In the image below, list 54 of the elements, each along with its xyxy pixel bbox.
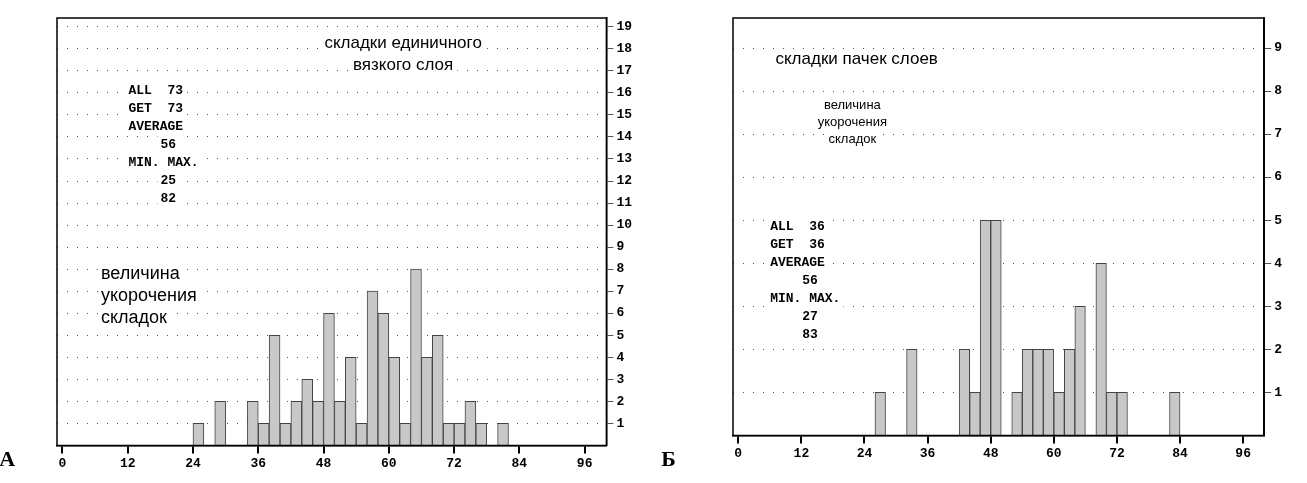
x-tick-label: 48 (982, 446, 999, 462)
x-tick-label: 96 (1235, 446, 1252, 462)
text: А (0, 446, 16, 472)
x-tick-label: 12 (793, 446, 810, 462)
y-tick-label: 14 (616, 129, 633, 145)
y-tick-label: 12 (616, 173, 633, 189)
y-tick-label: 1 (616, 415, 625, 431)
y-tick-label: 8 (616, 261, 625, 277)
x-tick-label: 48 (315, 456, 332, 472)
x-tick-label: 60 (381, 456, 397, 472)
annotation: ALL 73 GET 73 AVERAGE 56 MIN. MAX. 25 82 (128, 82, 199, 206)
y-tick-label: 19 (616, 19, 633, 35)
x-tick-label: 60 (1046, 446, 1062, 462)
x-tick-label: 84 (511, 456, 528, 472)
text: Б (661, 446, 676, 472)
y-tick-label: 4 (616, 349, 625, 365)
annotation: ALL 36 GET 36 AVERAGE 56 MIN. MAX. 27 83 (770, 218, 841, 342)
y-tick-label: 5 (616, 327, 625, 343)
y-tick-label: 11 (616, 195, 633, 211)
y-tick-label: 3 (616, 371, 625, 387)
annotation: величина укорочения складок (100, 263, 197, 328)
text: складки единичного вязкого слоя (324, 33, 482, 75)
y-tick-label: 5 (1274, 212, 1283, 228)
x-tick-label: 96 (576, 456, 593, 472)
x-tick-label: 36 (919, 446, 936, 462)
x-tick-label: 72 (1109, 446, 1125, 462)
y-tick-label: 9 (1274, 40, 1283, 56)
y-tick-label: 10 (616, 217, 633, 233)
y-tick-label: 7 (1274, 126, 1283, 142)
y-tick-label: 17 (616, 63, 633, 79)
y-tick-label: 13 (616, 151, 633, 167)
y-tick-label: 16 (616, 85, 633, 101)
y-tick-label: 7 (616, 283, 625, 299)
y-tick-label: 9 (616, 239, 625, 255)
x-tick-label: 36 (250, 456, 267, 472)
y-tick-label: 1 (1274, 384, 1283, 400)
annotation: величина укорочения складок (817, 97, 887, 147)
x-tick-label: 12 (119, 456, 136, 472)
y-tick-label: 15 (616, 107, 633, 123)
x-tick-label: 72 (446, 456, 463, 472)
x-tick-label: 84 (1172, 446, 1189, 462)
y-tick-label: 2 (616, 393, 625, 409)
text: складки пачек слоев (775, 49, 938, 69)
y-tick-label: 6 (616, 305, 625, 321)
y-tick-label: 18 (616, 41, 633, 57)
y-tick-label: 6 (1274, 169, 1283, 185)
x-tick-label: 24 (856, 446, 873, 462)
x-tick-label: 24 (185, 456, 201, 472)
x-tick-label: 0 (58, 456, 67, 472)
y-tick-label: 8 (1274, 83, 1283, 99)
y-tick-label: 2 (1274, 341, 1283, 357)
y-tick-label: 3 (1274, 298, 1283, 314)
y-tick-label: 4 (1274, 255, 1283, 271)
x-tick-label: 0 (734, 446, 743, 462)
